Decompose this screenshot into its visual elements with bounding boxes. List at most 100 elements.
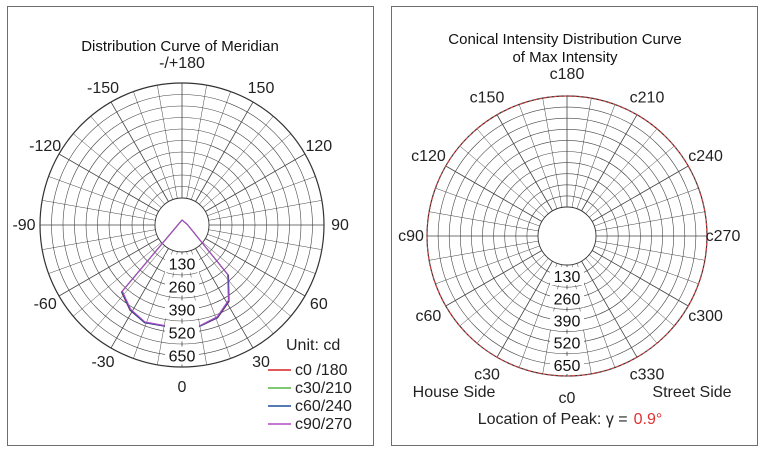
grid-spoke — [581, 114, 638, 212]
grid-spoke — [581, 260, 638, 358]
grid-spoke — [58, 238, 159, 297]
angle-label: -90 — [12, 217, 35, 234]
angle-label: -/+180 — [159, 55, 205, 72]
grid-spoke — [110, 101, 169, 202]
radial-tick-label: 260 — [554, 291, 581, 308]
radial-tick-bg — [165, 346, 199, 365]
grid-spoke — [110, 248, 169, 349]
grid-spoke — [594, 187, 699, 227]
grid-spoke — [208, 200, 322, 221]
radial-tick-bg — [550, 355, 584, 374]
angle-label: 60 — [310, 296, 328, 313]
radial-tick-bg — [165, 323, 199, 342]
unit-label: Unit: cd — [286, 337, 340, 354]
grid-spoke — [445, 250, 543, 307]
radial-tick-label: 130 — [554, 269, 581, 286]
radial-tick-label: 650 — [169, 349, 196, 366]
series-curve — [426, 95, 708, 377]
radial-tick-bg — [165, 254, 199, 273]
conical-chart-panel: Conical Intensity Distribution Curve of M… — [391, 6, 758, 446]
grid-spoke — [585, 258, 658, 344]
angle-label: 0 — [178, 379, 187, 396]
grid-spoke — [595, 240, 705, 261]
angle-label: -150 — [87, 80, 119, 97]
grid-spoke — [195, 101, 254, 202]
angle-label: c270 — [706, 228, 741, 245]
grid-spoke — [594, 245, 699, 285]
grid-spoke — [202, 133, 291, 208]
grid-inner-circle — [154, 197, 210, 253]
radial-tick-label: 520 — [554, 336, 581, 353]
grid-spoke — [133, 91, 174, 200]
grid-spoke — [190, 91, 231, 200]
radial-tick-bg — [550, 289, 584, 308]
meridian-chart-panel: Distribution Curve of Meridian 130 260 390 5… — [7, 6, 374, 446]
grid-spoke — [496, 260, 553, 358]
grid-spoke — [585, 128, 658, 214]
angle-label: 30 — [252, 354, 270, 371]
grid-spoke — [435, 187, 540, 227]
grid-spoke — [186, 85, 207, 199]
grid-spoke — [576, 104, 616, 209]
peak-value: 0.9° — [634, 411, 663, 428]
grid-spoke — [518, 104, 558, 209]
angle-label: -120 — [29, 138, 61, 155]
angle-label: c330 — [630, 367, 665, 384]
grid-spoke — [595, 211, 705, 232]
grid-spoke — [48, 176, 157, 217]
grid-spoke — [435, 245, 540, 285]
grid-spoke — [476, 258, 549, 344]
peak-label: Location of Peak: γ = — [478, 411, 628, 428]
grid-spoke — [496, 114, 553, 212]
angle-label: c150 — [470, 89, 505, 106]
radial-tick-label: 260 — [169, 280, 196, 297]
angle-label: 120 — [305, 138, 332, 155]
grid-spoke — [207, 176, 316, 217]
grid-inner-circle — [537, 206, 597, 266]
grid-spoke — [199, 245, 274, 334]
grid-spoke — [199, 116, 274, 205]
peak-location: Location of Peak: γ = 0.9° — [478, 411, 663, 428]
grid-spoke — [205, 238, 306, 297]
chart-title: Conical Intensity Distribution Curve — [448, 31, 681, 48]
grid-spoke — [90, 245, 165, 334]
angle-label: c0 — [559, 390, 576, 407]
house-side-label: House Side — [413, 384, 496, 401]
radial-tick-bg — [165, 277, 199, 296]
angle-label: -30 — [91, 354, 114, 371]
radial-tick-label: 520 — [169, 326, 196, 343]
legend-item: c30/210 — [295, 380, 352, 397]
grid-spoke — [48, 233, 157, 274]
angle-label: 90 — [331, 217, 349, 234]
angle-label: c120 — [411, 148, 446, 165]
grid-spoke — [459, 254, 545, 327]
angle-label: c300 — [688, 308, 723, 325]
chart-subtitle: of Max Intensity — [512, 49, 618, 66]
radial-tick-bg — [550, 311, 584, 330]
radial-tick-bg — [550, 333, 584, 352]
grid-spoke — [591, 250, 689, 307]
grid-spoke — [591, 165, 689, 222]
grid-spoke — [445, 165, 543, 222]
angle-label: c90 — [398, 228, 424, 245]
radial-tick-label: 390 — [169, 303, 196, 320]
grid-spoke — [459, 145, 545, 218]
grid-spoke — [429, 240, 539, 261]
legend-item: c90/270 — [295, 416, 352, 433]
legend-item: c60/240 — [295, 398, 352, 415]
angle-label: 150 — [248, 80, 275, 97]
angle-label: c30 — [474, 367, 500, 384]
grid-spoke — [429, 211, 539, 232]
grid-spoke — [571, 98, 592, 208]
grid-spoke — [73, 133, 162, 208]
angle-label: -60 — [34, 296, 57, 313]
radial-tick-label: 130 — [169, 257, 196, 274]
grid-spoke — [589, 145, 675, 218]
radial-tick-bg — [165, 300, 199, 319]
angle-label: c60 — [416, 308, 442, 325]
angle-label: c210 — [630, 89, 665, 106]
grid-spoke — [476, 128, 549, 214]
legend-item: c0 /180 — [295, 362, 348, 379]
